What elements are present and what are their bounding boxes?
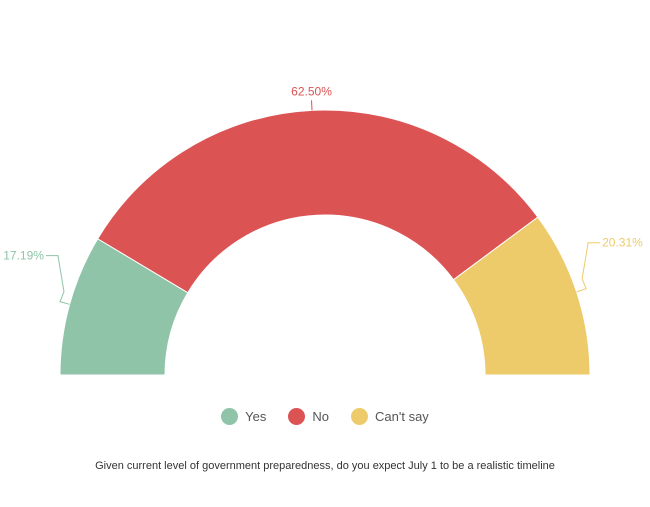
- legend-label-yes: Yes: [245, 409, 267, 424]
- leader-line-yes: [45, 255, 70, 305]
- leader-line-can-t-say: [576, 242, 601, 293]
- chart-legend: Yes No Can't say: [0, 408, 650, 425]
- chart-caption: Given current level of government prepar…: [95, 460, 555, 472]
- legend-item-yes[interactable]: Yes: [221, 408, 266, 425]
- legend-swatch-cant-say: [351, 408, 369, 425]
- chart-slices: [59, 109, 591, 376]
- legend-label-cant-say: Can't say: [375, 409, 429, 424]
- data-label-yes: 17.19%: [3, 249, 44, 263]
- legend-swatch-no: [288, 408, 306, 425]
- data-label-no: 62.50%: [291, 84, 332, 98]
- chart-data-labels: 17.19% 62.50% 20.31%: [3, 84, 643, 305]
- data-label-can-t-say: 20.31%: [602, 236, 643, 250]
- slice-can-t-say[interactable]: [452, 216, 591, 376]
- slice-no[interactable]: [97, 109, 539, 294]
- legend-swatch-yes: [221, 408, 239, 425]
- legend-label-no: No: [312, 409, 330, 424]
- legend-item-no[interactable]: No: [288, 408, 329, 425]
- legend-item-cant-say[interactable]: Can't say: [351, 408, 429, 425]
